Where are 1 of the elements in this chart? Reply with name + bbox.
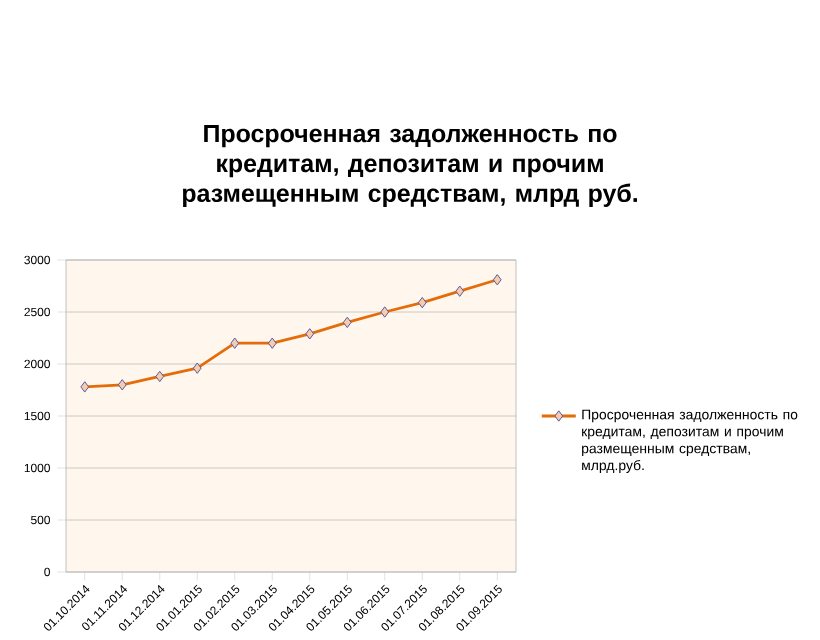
chart-title: Просроченная задолженность по кредитам, депозитам и прочим размещенным средствам, млрд руб. [183, 124, 637, 208]
